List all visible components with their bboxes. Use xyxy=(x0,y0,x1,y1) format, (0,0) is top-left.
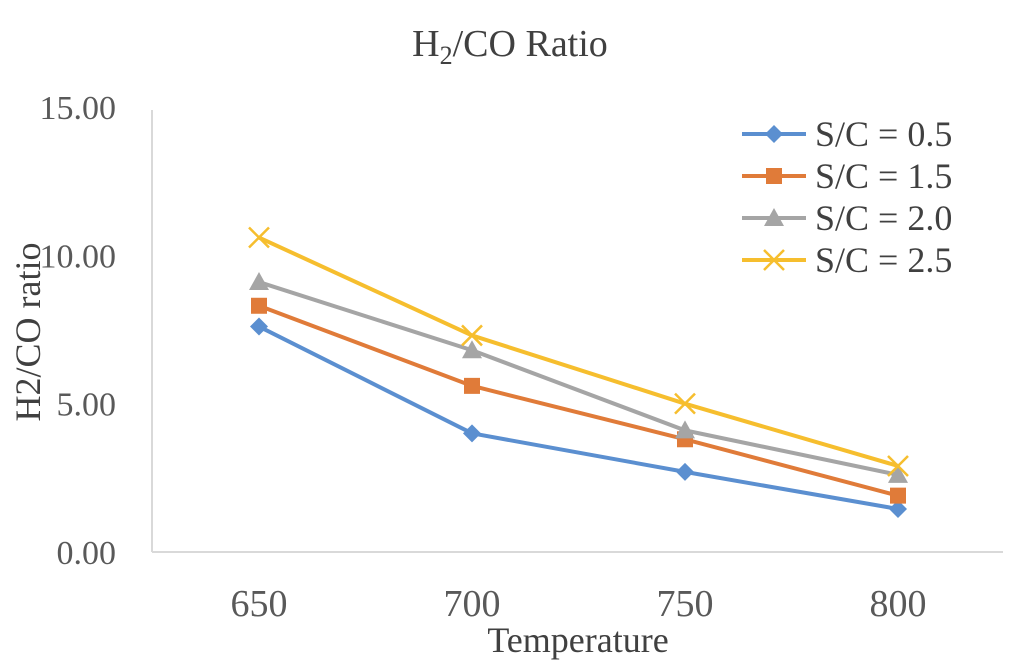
legend-label: S/C = 2.0 xyxy=(815,198,952,238)
data-point xyxy=(889,499,907,518)
y-axis-label: H2/CO ratio xyxy=(8,243,48,422)
legend-label: S/C = 1.5 xyxy=(815,156,952,196)
legend-item: S/C = 0.5 xyxy=(742,114,952,154)
x-tick-label: 750 xyxy=(657,583,714,625)
legend: S/C = 0.5S/C = 1.5S/C = 2.0S/C = 2.5 xyxy=(742,114,952,280)
x-tick-label: 700 xyxy=(444,583,501,625)
legend-marker xyxy=(764,208,784,226)
legend-label: S/C = 0.5 xyxy=(815,114,952,154)
series-group xyxy=(248,226,909,518)
data-point xyxy=(888,464,908,483)
series-line xyxy=(258,324,899,511)
x-tick-labels: 650 700 750 800 xyxy=(231,583,927,625)
legend-item: S/C = 1.5 xyxy=(742,156,952,196)
data-point xyxy=(890,487,906,504)
data-point xyxy=(675,420,695,439)
chart-title-main: H xyxy=(412,23,439,65)
series-1 xyxy=(250,317,907,518)
series-3 xyxy=(249,272,908,483)
legend-item: S/C = 2.5 xyxy=(742,240,952,280)
data-point xyxy=(464,377,480,394)
y-tick-label: 5.00 xyxy=(57,387,117,424)
y-tick-labels: 0.00 5.00 10.00 15.00 xyxy=(40,90,117,572)
series-line xyxy=(258,235,899,468)
data-point xyxy=(887,455,909,477)
x-tick-label: 800 xyxy=(870,583,927,625)
series-line xyxy=(258,280,899,477)
svg-text:H2/CO Ratio: H2/CO Ratio xyxy=(412,23,608,70)
data-point xyxy=(674,392,696,415)
x-axis-label: Temperature xyxy=(487,620,668,660)
series-line xyxy=(258,303,899,498)
series-4 xyxy=(248,226,909,477)
legend-item: S/C = 2.0 xyxy=(742,198,952,238)
x-tick-label: 650 xyxy=(231,583,288,625)
chart-title-rest: /CO Ratio xyxy=(453,23,608,65)
series-2 xyxy=(251,297,906,504)
data-point xyxy=(249,272,269,291)
chart-title: H2/CO Ratio xyxy=(412,23,608,70)
y-tick-label: 15.00 xyxy=(40,90,117,127)
legend-marker xyxy=(765,125,783,143)
legend-label: S/C = 2.5 xyxy=(815,240,952,280)
legend-marker xyxy=(763,249,785,271)
data-point xyxy=(462,340,482,359)
data-point xyxy=(250,317,268,336)
y-tick-label: 10.00 xyxy=(40,238,117,275)
data-point xyxy=(461,324,483,347)
data-point xyxy=(248,226,270,249)
data-point xyxy=(463,424,481,443)
y-tick-label: 0.00 xyxy=(57,535,117,572)
chart-title-subscript: 2 xyxy=(440,41,453,70)
data-point xyxy=(676,462,694,481)
legend-marker xyxy=(766,168,782,184)
data-point xyxy=(251,297,267,314)
